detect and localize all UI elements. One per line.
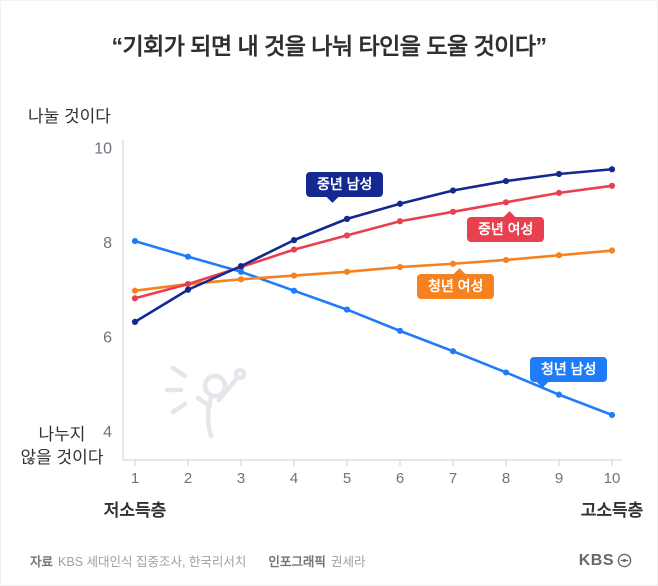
kbs-logo-text: KBS	[578, 551, 614, 569]
source-label: 자료	[30, 555, 54, 569]
svg-text:10: 10	[94, 141, 112, 158]
svg-text:4: 4	[290, 470, 298, 487]
kbs-logo: KBS	[579, 552, 632, 570]
chart-title: “기회가 되면 내 것을 나눠 타인을 도울 것이다”	[111, 33, 547, 59]
series-label-text: 중년 남성	[317, 176, 373, 192]
svg-text:8: 8	[103, 235, 112, 252]
series-label-young-men: 청년 남성	[530, 357, 608, 388]
footer: 자료 KBS 세대인식 집중조사, 한국리서치 인포그래픽 권세라 KBS	[30, 551, 632, 570]
series-label-text: 청년 남성	[541, 361, 597, 377]
y-axis-top-label: 나눌 것이다	[28, 107, 111, 126]
y-axis-bottom-label: 나누지 않을 것이다	[20, 425, 104, 467]
series-label-middle-aged-women: 중년 여성	[467, 211, 545, 242]
svg-text:9: 9	[555, 470, 563, 487]
source-text: KBS 세대인식 집중조사, 한국리서치	[58, 555, 247, 569]
x-axis-right-label: 고소득층	[580, 501, 644, 520]
infographic-text: 권세라	[330, 555, 366, 569]
shouting-person-watermark-icon	[164, 365, 247, 439]
kbs-logo-icon	[617, 553, 632, 568]
x-axis-left-label: 저소득층	[103, 501, 167, 520]
credits: 자료 KBS 세대인식 집중조사, 한국리서치 인포그래픽 권세라	[30, 551, 365, 570]
svg-text:6: 6	[396, 470, 404, 487]
svg-text:2: 2	[184, 470, 192, 487]
infographic-label: 인포그래픽	[268, 555, 326, 569]
series-label-middle-aged-men: 중년 남성	[306, 172, 384, 203]
svg-text:8: 8	[502, 470, 510, 487]
svg-text:7: 7	[449, 470, 457, 487]
series-label-text: 중년 여성	[478, 221, 534, 237]
svg-text:10: 10	[604, 470, 621, 487]
svg-text:3: 3	[237, 470, 245, 487]
series-label-text: 청년 여성	[428, 278, 484, 294]
svg-text:4: 4	[103, 424, 112, 441]
svg-text:5: 5	[343, 470, 351, 487]
series-label-young-women: 청년 여성	[417, 268, 495, 299]
svg-text:1: 1	[131, 470, 139, 487]
svg-text:6: 6	[103, 330, 112, 347]
